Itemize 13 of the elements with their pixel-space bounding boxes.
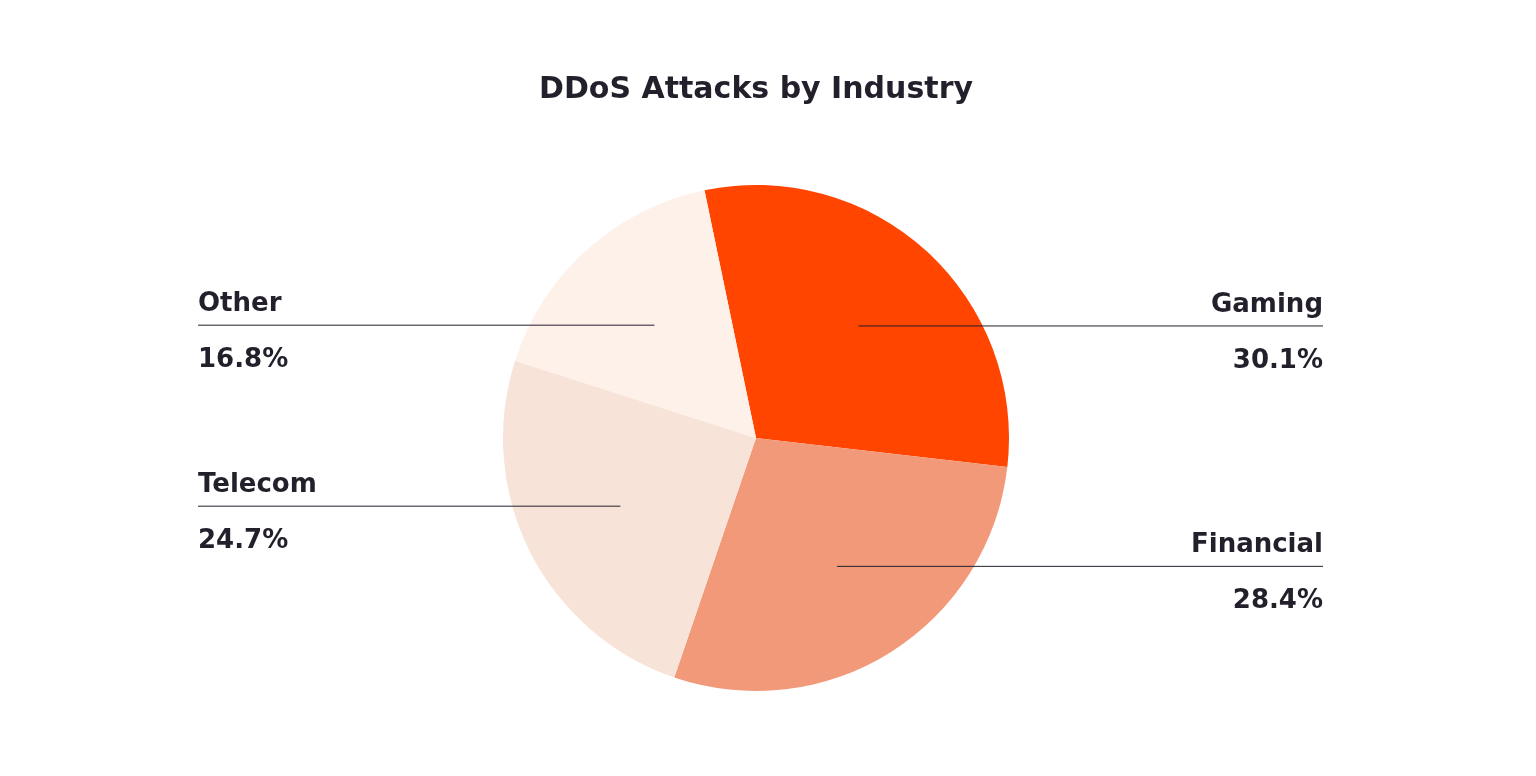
data-label: 24.7% bbox=[198, 524, 289, 555]
data-label: 28.4% bbox=[1232, 584, 1323, 615]
pie-slice bbox=[515, 190, 756, 438]
data-label: 16.8% bbox=[198, 343, 289, 374]
slice-label: Telecom bbox=[198, 468, 317, 499]
pie-slice bbox=[674, 438, 1008, 691]
slice-label: Other bbox=[198, 287, 282, 318]
slice-label: Financial bbox=[1190, 528, 1323, 559]
pie-slice bbox=[503, 360, 756, 678]
data-label: 30.1% bbox=[1232, 343, 1323, 374]
chart-title: DDoS Attacks by Industry bbox=[538, 70, 974, 105]
pie-slice bbox=[704, 185, 1009, 468]
slice-label: Gaming bbox=[1210, 287, 1323, 318]
